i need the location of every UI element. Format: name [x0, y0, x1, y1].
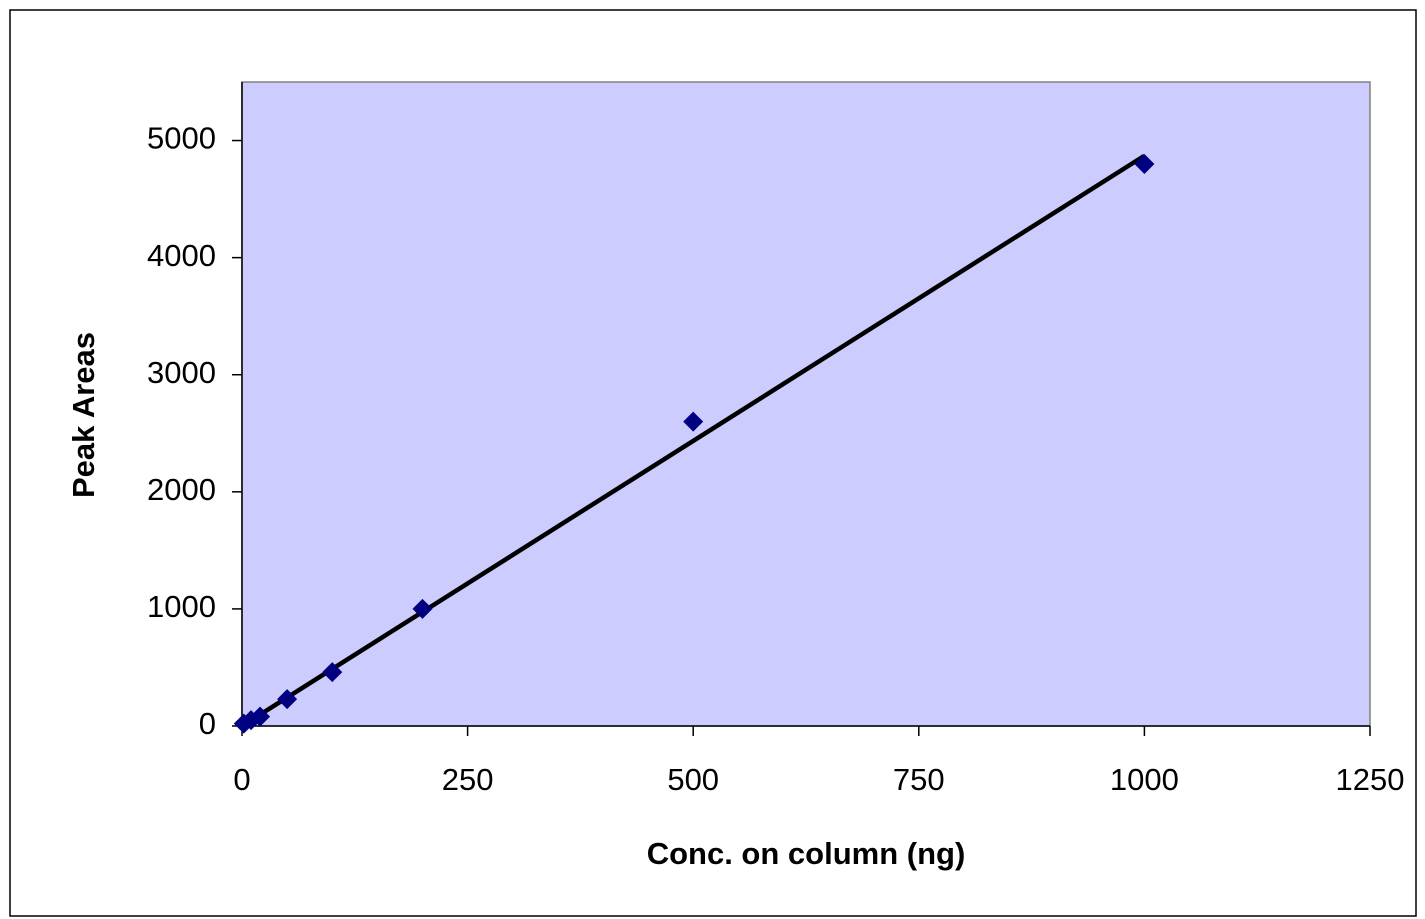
x-axis-title: Conc. on column (ng): [647, 836, 966, 871]
x-tick-label: 500: [667, 762, 719, 797]
data-point: [683, 411, 704, 432]
trendline: [240, 153, 1146, 728]
y-tick-label: 3000: [147, 355, 216, 390]
y-axis-title: Peak Areas: [66, 332, 101, 498]
x-tick-label: 1000: [1110, 762, 1179, 797]
data-point: [412, 598, 433, 619]
x-tick-label: 250: [442, 762, 494, 797]
y-tick-label: 2000: [147, 472, 216, 507]
data-point: [322, 662, 343, 683]
x-tick-label: 0: [233, 762, 250, 797]
y-tick-label: 0: [199, 706, 216, 741]
x-tick-label: 750: [893, 762, 945, 797]
y-tick-label: 1000: [147, 589, 216, 624]
data-point: [1134, 153, 1155, 174]
x-tick-label: 1250: [1336, 762, 1405, 797]
data-point: [277, 689, 298, 710]
y-tick-label: 4000: [147, 238, 216, 273]
data-point: [250, 706, 271, 727]
y-tick-label: 5000: [147, 121, 216, 156]
plot-area: [241, 81, 1371, 727]
